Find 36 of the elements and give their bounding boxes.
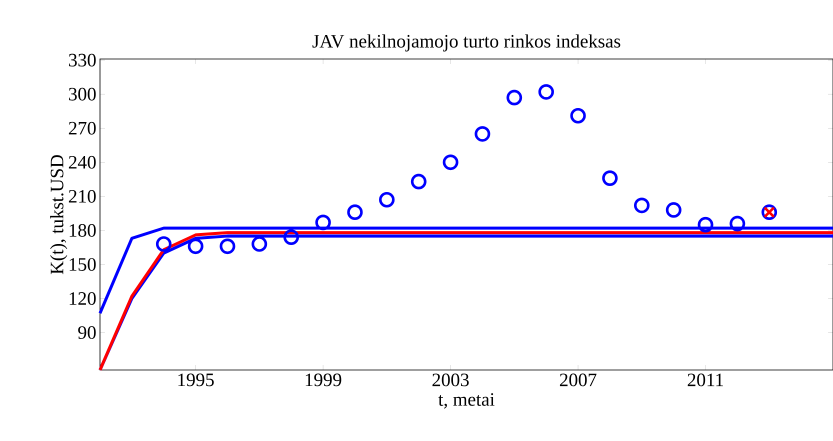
x-tick-label: 1995	[178, 374, 214, 386]
point	[220, 238, 236, 254]
point	[506, 90, 522, 106]
x-axis-title: t, metai	[438, 393, 495, 409]
point	[634, 198, 650, 214]
x-tick-label: 2011	[688, 374, 723, 386]
y-tick-label: 270	[68, 122, 96, 135]
y-axis-title: K(t), tukst.USD	[50, 155, 68, 274]
y-tick-label: 300	[68, 88, 96, 101]
point	[538, 84, 554, 100]
y-tick-label: 180	[70, 224, 96, 237]
y-tick-label: 90	[78, 326, 96, 339]
y-tick-label: 330	[68, 54, 96, 67]
point	[347, 204, 363, 220]
x-tick-label: 2003	[432, 374, 469, 386]
point	[410, 174, 426, 190]
point	[379, 192, 395, 208]
y-tick-label: 150	[70, 258, 96, 271]
point	[283, 229, 300, 245]
point	[474, 126, 490, 142]
point	[442, 154, 458, 170]
x-tick-label: 2007	[560, 374, 596, 386]
y-tick-label: 240	[68, 156, 96, 169]
x-tick-label: 1999	[306, 374, 342, 386]
point	[315, 214, 331, 230]
chart-title: JAV nekilnojamojo turto rinkos indeksas	[312, 34, 620, 52]
y-tick-label: 210	[68, 190, 96, 203]
point	[666, 202, 682, 218]
point	[570, 108, 586, 124]
point	[602, 170, 618, 186]
point	[156, 236, 172, 252]
point	[698, 216, 714, 233]
point	[730, 216, 746, 232]
point	[188, 238, 204, 254]
y-tick-label: 120	[70, 292, 96, 305]
point	[252, 236, 268, 252]
